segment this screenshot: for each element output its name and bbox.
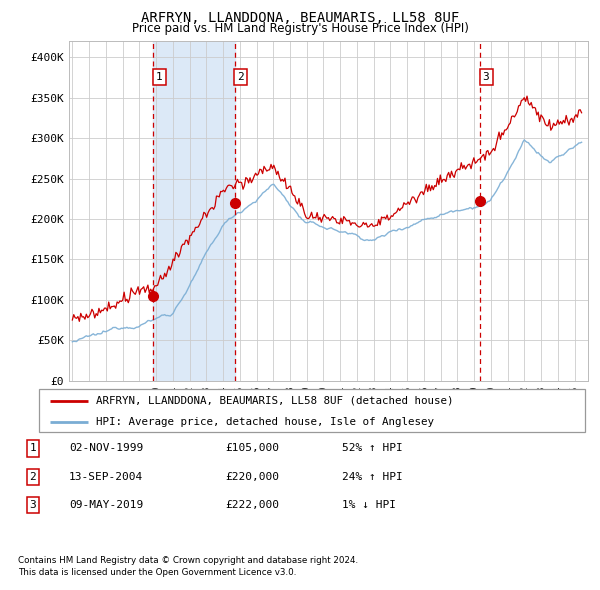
Text: 02-NOV-1999: 02-NOV-1999 xyxy=(69,444,143,453)
Bar xyxy=(154,41,235,381)
Text: Price paid vs. HM Land Registry's House Price Index (HPI): Price paid vs. HM Land Registry's House … xyxy=(131,22,469,35)
Text: ARFRYN, LLANDDONA, BEAUMARIS, LL58 8UF: ARFRYN, LLANDDONA, BEAUMARIS, LL58 8UF xyxy=(141,11,459,25)
Text: 3: 3 xyxy=(29,500,37,510)
Text: 2: 2 xyxy=(29,472,37,481)
Text: ARFRYN, LLANDDONA, BEAUMARIS, LL58 8UF (detached house): ARFRYN, LLANDDONA, BEAUMARIS, LL58 8UF (… xyxy=(97,396,454,406)
Text: HPI: Average price, detached house, Isle of Anglesey: HPI: Average price, detached house, Isle… xyxy=(97,417,434,427)
Text: 13-SEP-2004: 13-SEP-2004 xyxy=(69,472,143,481)
Text: 3: 3 xyxy=(482,72,490,82)
Text: 24% ↑ HPI: 24% ↑ HPI xyxy=(342,472,403,481)
Text: 52% ↑ HPI: 52% ↑ HPI xyxy=(342,444,403,453)
Text: £220,000: £220,000 xyxy=(225,472,279,481)
FancyBboxPatch shape xyxy=(39,389,585,432)
Text: 1% ↓ HPI: 1% ↓ HPI xyxy=(342,500,396,510)
Text: 2: 2 xyxy=(237,72,244,82)
Text: This data is licensed under the Open Government Licence v3.0.: This data is licensed under the Open Gov… xyxy=(18,568,296,577)
Text: 1: 1 xyxy=(156,72,163,82)
Text: 09-MAY-2019: 09-MAY-2019 xyxy=(69,500,143,510)
Text: 1: 1 xyxy=(29,444,37,453)
Text: £222,000: £222,000 xyxy=(225,500,279,510)
Text: £105,000: £105,000 xyxy=(225,444,279,453)
Text: Contains HM Land Registry data © Crown copyright and database right 2024.: Contains HM Land Registry data © Crown c… xyxy=(18,556,358,565)
